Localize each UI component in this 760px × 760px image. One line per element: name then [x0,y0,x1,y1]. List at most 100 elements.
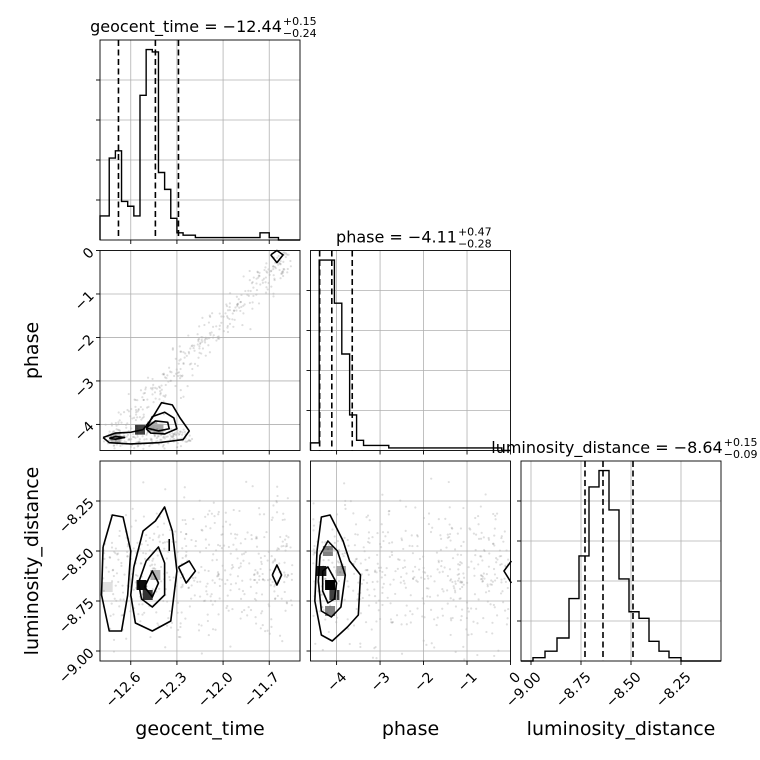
scatter-point [408,544,411,547]
panel-frame [99,460,301,662]
scatter-point [229,573,232,576]
scatter-point [183,430,186,433]
scatter-point [277,254,280,258]
scatter-point [329,604,332,607]
scatter-point [152,401,155,404]
scatter-point [197,623,201,626]
scatter-point [149,387,153,390]
scatter-point [450,619,453,622]
scatter-point [210,512,213,515]
scatter-point [151,559,154,562]
scatter-point [230,567,233,570]
scatter-point [282,267,285,271]
scatter-point [242,552,246,555]
scatter-point [436,594,439,597]
scatter-point [124,514,128,517]
scatter-point [139,389,143,392]
scatter-point [487,536,490,540]
scatter-point [148,536,151,540]
scatter-point [192,517,195,521]
scatter-point [439,548,443,551]
scatter-point [448,506,451,509]
scatter-point [146,376,150,379]
scatter-point [278,634,282,637]
scatter-point [157,443,160,446]
scatter-point [204,354,207,357]
scatter-point [459,597,462,600]
scatter-point [431,526,434,529]
scatter-point [218,328,221,331]
scatter-point [193,579,196,582]
scatter-point [105,566,108,569]
scatter-point [132,547,135,550]
scatter-point [458,563,461,567]
scatter-point [264,630,267,633]
scatter-point [418,568,421,571]
scatter-point [354,533,357,536]
scatter-point [503,577,506,580]
scatter-point [174,431,177,434]
y-tick-label: −9.00 [56,645,98,687]
scatter-point [381,586,384,589]
scatter-point [184,555,187,558]
scatter-point [404,529,407,532]
scatter-point [198,342,202,345]
scatter-point [126,555,129,558]
scatter-point [416,535,419,538]
scatter-point [270,618,273,621]
scatter-point [474,533,478,536]
x-tick-label: −12.3 [149,669,191,711]
scatter-point [229,552,232,555]
scatter-point [285,575,288,579]
scatter-point [155,436,158,440]
scatter-point [460,581,463,584]
scatter-layer [102,251,510,661]
scatter-point [281,272,284,275]
title-text: geocent_time = −12.44 [90,17,282,37]
scatter-point [180,611,183,614]
scatter-point [143,438,146,441]
scatter-point [364,558,367,561]
scatter-point [250,282,254,285]
scatter-point [162,443,165,447]
scatter-point [423,571,427,574]
scatter-point [204,337,207,341]
scatter-point [134,418,138,422]
x-tick-label: −3 [368,669,394,695]
scatter-point [161,373,164,376]
scatter-point [138,440,141,443]
scatter-point [238,588,241,591]
scatter-point [165,571,169,574]
scatter-point [336,540,339,543]
scatter-point [399,575,403,579]
scatter-point [487,538,491,541]
density-cell [136,580,147,590]
scatter-point [209,315,212,318]
scatter-point [220,315,223,318]
scatter-point [162,373,166,376]
scatter-point [463,658,466,661]
scatter-point [194,544,197,548]
panel-frame [520,460,722,662]
scatter-point [142,392,145,395]
scatter-point [384,535,387,538]
scatter-point [142,398,145,402]
scatter-point [241,579,244,582]
scatter-point [454,582,457,585]
scatter-point [216,575,219,578]
scatter-point [481,577,484,581]
scatter-point [112,568,115,572]
scatter-point [289,259,292,263]
scatter-point [375,601,378,604]
scatter-point [215,558,218,561]
scatter-point [418,557,422,561]
scatter-point [233,309,236,312]
scatter-point [226,578,229,582]
scatter-point [140,562,143,565]
scatter-point [429,530,433,534]
scatter-point [376,562,379,565]
scatter-point [177,371,181,374]
scatter-point [176,601,180,604]
scatter-point [243,593,246,596]
scatter-point [487,565,491,568]
